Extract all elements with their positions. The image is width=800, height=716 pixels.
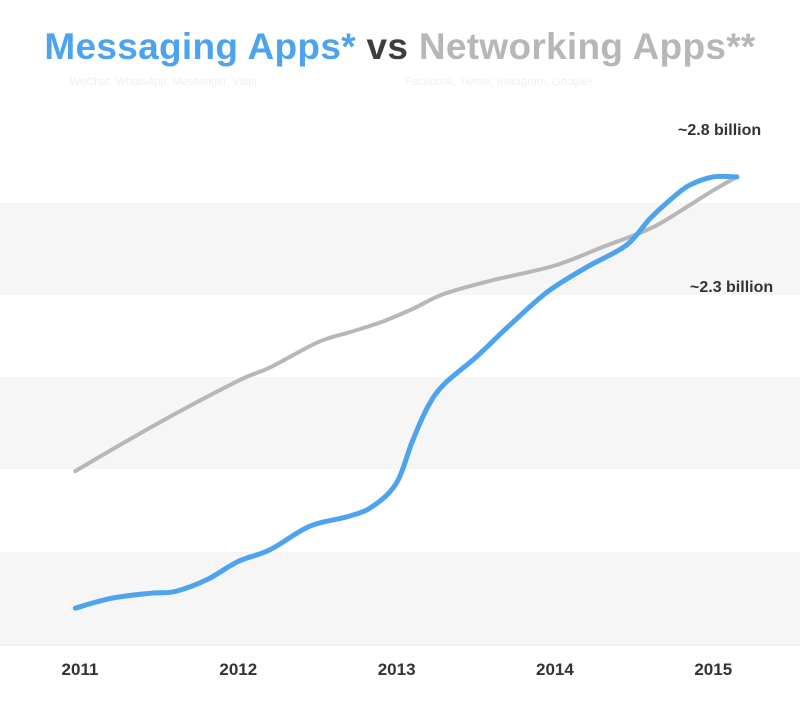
x-tick-label: 2014 <box>536 660 574 679</box>
subtitle-messaging: WeChat, WhatsApp, Messenger, Viber <box>70 76 258 88</box>
title-networking: Networking Apps** <box>418 26 756 67</box>
x-axis-ticks: 2011 2012 2013 2014 2015 <box>62 660 733 679</box>
title-messaging: Messaging Apps* <box>44 26 356 67</box>
title-vs: vs <box>366 26 409 67</box>
x-tick-label: 2011 <box>62 660 99 679</box>
networking-series-line <box>73 174 739 474</box>
series-layer <box>72 173 740 611</box>
background-band <box>0 203 800 295</box>
background-band <box>0 377 800 469</box>
annotation-networking-total: ~2.3 billion <box>690 279 773 296</box>
annotations: ~2.8 billion ~2.3 billion <box>678 122 773 296</box>
x-tick-label: 2013 <box>378 660 416 679</box>
subtitle-networking: Facebook, Twitter, Instagram, Google+ <box>405 76 595 88</box>
x-tick-label: 2012 <box>219 660 257 679</box>
annotation-messaging-total: ~2.8 billion <box>678 122 761 139</box>
background-bands <box>0 203 800 645</box>
x-tick-label: 2015 <box>694 660 732 679</box>
chart-title: Messaging Apps* vs Networking Apps** <box>0 26 800 68</box>
messaging-series-line <box>72 173 740 611</box>
background-band <box>0 552 800 645</box>
